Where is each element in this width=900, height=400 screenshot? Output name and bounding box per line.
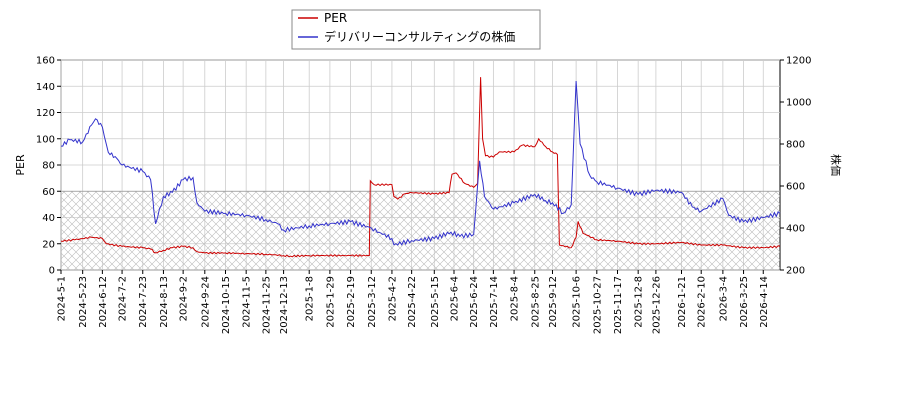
y-right-tick-label: 600 <box>786 182 805 193</box>
y-left-tick-label: 40 <box>42 213 55 224</box>
x-tick-label: 2024-6-12 <box>98 276 109 328</box>
y-left-tick-label: 60 <box>42 187 55 198</box>
x-tick-label: 2024-9-2 <box>179 276 190 321</box>
x-tick-label: 2025-5-15 <box>430 276 441 328</box>
x-tick-label: 2024-7-2 <box>118 276 129 321</box>
y-left-tick-label: 80 <box>42 161 55 172</box>
x-tick-label: 2025-10-6 <box>572 276 583 328</box>
y-right-tick-label: 1200 <box>786 56 811 67</box>
x-tick-label: 2025-2-19 <box>346 276 357 328</box>
x-tick-label: 2026-2-10 <box>697 276 708 328</box>
x-tick-label: 2025-4-2 <box>387 276 398 321</box>
x-tick-label: 2026-3-25 <box>739 276 750 328</box>
x-tick-label: 2025-7-14 <box>489 276 500 328</box>
x-tick-label: 2024-9-24 <box>200 276 211 328</box>
y-right-tick-label: 400 <box>786 224 805 235</box>
x-tick-label: 2025-8-4 <box>510 276 521 321</box>
x-tick-label: 2024-8-13 <box>159 276 170 328</box>
y-left-tick-label: 20 <box>42 239 55 250</box>
legend-box: PER デリバリーコンサルティングの株価 <box>291 9 541 50</box>
y-left-tick-label: 140 <box>36 82 55 93</box>
series-line-per <box>60 77 781 258</box>
y-left-tick-label: 160 <box>36 56 55 67</box>
x-tick-label: 2025-12-26 <box>651 276 662 334</box>
y-left-tick-label: 0 <box>49 266 55 277</box>
x-tick-label: 2025-3-12 <box>367 276 378 328</box>
x-tick-label: 2025-9-12 <box>548 276 559 328</box>
x-tick-label: 2025-12-8 <box>634 276 645 328</box>
hatched-band <box>61 191 780 270</box>
x-tick-label: 2024-7-23 <box>138 276 149 328</box>
x-tick-label: 2025-1-8 <box>305 276 316 321</box>
x-tick-label: 2024-11-5 <box>242 276 253 328</box>
x-tick-label: 2026-1-21 <box>677 276 688 328</box>
y-right-tick-label: 1000 <box>786 98 811 109</box>
y-left-tick-label: 100 <box>36 134 55 145</box>
series-line-stock-price <box>61 80 781 246</box>
y-axis-right-title: 株価 <box>829 154 843 176</box>
x-tick-label: 2026-3-4 <box>718 276 729 321</box>
y-right-tick-label: 200 <box>786 266 805 277</box>
legend-per-label: PER <box>324 11 347 25</box>
y-left-tick-label: 120 <box>36 108 55 119</box>
y-axis-left-title: PER <box>14 154 27 176</box>
x-tick-label: 2025-8-25 <box>530 276 541 328</box>
x-tick-label: 2025-6-4 <box>449 276 460 321</box>
x-tick-label: 2025-6-24 <box>469 276 480 328</box>
x-tick-label: 2026-4-14 <box>759 276 770 328</box>
x-tick-label: 2025-10-27 <box>592 276 603 334</box>
x-tick-label: 2025-4-22 <box>407 276 418 328</box>
x-tick-label: 2024-5-23 <box>78 276 89 328</box>
x-tick-label: 2025-11-17 <box>613 276 624 334</box>
x-tick-label: 2025-1-29 <box>325 276 336 328</box>
x-tick-label: 2024-5-1 <box>57 276 68 321</box>
x-tick-label: 2024-12-13 <box>279 276 290 334</box>
y-right-tick-label: 800 <box>786 140 805 151</box>
x-tick-label: 2024-10-15 <box>221 276 232 334</box>
legend-price-label: デリバリーコンサルティングの株価 <box>324 29 515 44</box>
x-tick-label: 2024-11-25 <box>261 276 272 334</box>
